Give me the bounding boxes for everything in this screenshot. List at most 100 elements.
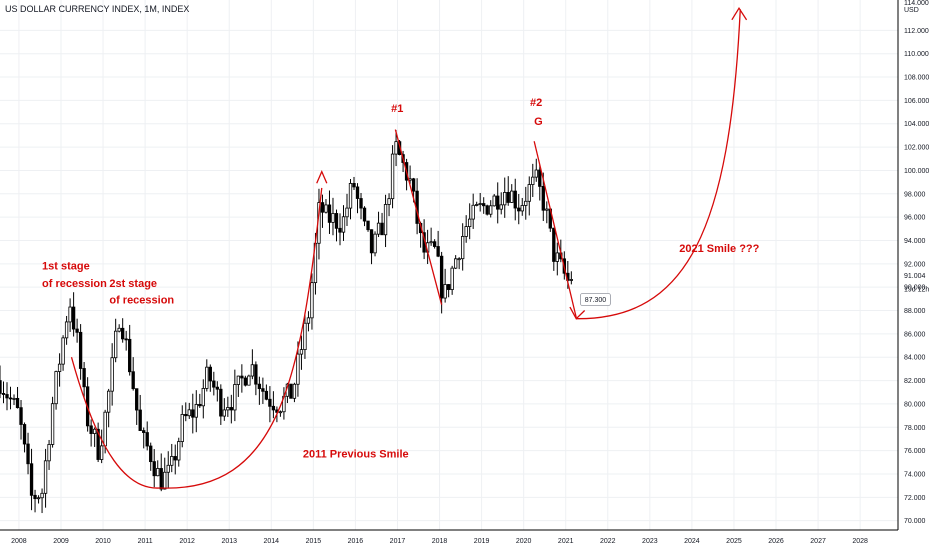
y-tick-label: 96.000 [904,215,926,222]
x-tick-label: 2022 [600,538,616,545]
last-price-label: 91.004 [904,273,926,280]
candle-body [450,267,454,290]
candle-body [142,430,146,433]
x-tick-label: 2024 [684,538,700,545]
candle-body [468,218,472,227]
candle-body [135,388,139,411]
candle-body [114,330,118,359]
candle-body [534,169,538,178]
y-tick-label: 88.000 [904,308,926,315]
smile-2011-arrowhead [316,169,328,184]
candle-body [92,428,97,434]
candle-body [128,338,132,373]
candle-body [264,390,269,400]
y-axis: 70.000 72.000 74.000 76.000 78.000 80.000 82.0… [897,0,929,530]
x-tick-label: 2027 [810,538,826,545]
candle-body [50,403,55,445]
annotation-stage1_line1: 1st stage [42,261,90,273]
candle-body [348,183,353,209]
candle-body [82,368,86,388]
candle-body [177,441,181,461]
candle-body [131,371,135,390]
y-tick-label: 90.000 [904,285,926,292]
candle-body [503,192,507,206]
y-tick-label: 108.000 [904,75,929,82]
countdown-label: 19d 12h [904,286,929,293]
candle-body [443,284,447,299]
candle-body [156,468,160,477]
candle-body [436,246,440,257]
candle-body [215,386,219,390]
x-tick-label: 2011 [138,538,153,545]
candle-body [524,200,528,206]
candle-body [338,227,342,233]
y-tick-label: 100.000 [904,168,929,175]
currency-label: USD [904,7,919,14]
candle-body [5,394,9,399]
candle-body [352,183,356,188]
y-tick-label: 80.000 [904,401,926,408]
annotation-peak2: #2 [530,97,542,109]
candle-body [159,468,163,490]
candle-body [29,463,34,496]
candle-body [555,252,559,262]
candle-body [233,384,237,411]
candle-body [299,349,304,355]
x-tick-label: 2013 [221,538,237,545]
candle-body [492,195,496,207]
candle-body [569,279,573,281]
candle-body [446,284,451,290]
candle-body [117,327,121,332]
candle-body [198,404,202,407]
candle-body [429,241,433,244]
x-tick-label: 2012 [179,538,195,545]
candle-body [439,255,444,299]
x-tick-label: 2014 [264,538,280,545]
y-tick-label: 94.000 [904,238,926,245]
y-tick-label: 106.000 [904,98,929,105]
candle-body [475,204,479,206]
candle-body [538,169,542,187]
annotation-stage2_line2: of recession [109,295,174,307]
candle-body [212,380,216,388]
candle-body [464,226,468,237]
candle-body [310,282,314,319]
top-price-label: 114.000 [904,0,929,7]
candle-body [54,371,58,405]
y-tick-label: 104.000 [904,121,929,128]
candle-body [19,407,23,425]
candle-body [513,190,517,209]
candle-body [187,409,191,417]
candle-body [149,445,153,463]
candle-body [236,375,241,385]
candle-body [369,229,374,254]
x-tick-label: 2015 [306,538,322,545]
candle-body [394,141,398,155]
candle-body [184,414,188,417]
annotation-g_mark: G [534,116,543,128]
annotation-stage1_line2: of recession [42,278,107,290]
candle-body [331,213,335,223]
x-tick-label: 2025 [726,538,742,545]
candle-body [170,456,174,466]
candle-body [106,390,111,413]
x-tick-label: 2019 [474,538,490,545]
candle-body [163,471,167,490]
candle-body [61,337,65,365]
x-tick-label: 2020 [516,538,532,545]
candle-body [180,414,184,442]
candle-body [240,375,244,379]
x-tick-label: 2018 [432,538,448,545]
x-tick-label: 2009 [53,538,69,545]
candle-body [138,409,142,431]
candle-body [268,398,272,407]
candle-body [226,407,230,411]
candle-body [489,205,493,215]
candle-body [324,204,328,213]
y-tick-label: 82.000 [904,378,926,385]
y-tick-label: 86.000 [904,331,926,338]
candle-body [387,198,391,205]
candle-body [478,203,482,205]
candle-body [12,397,16,400]
